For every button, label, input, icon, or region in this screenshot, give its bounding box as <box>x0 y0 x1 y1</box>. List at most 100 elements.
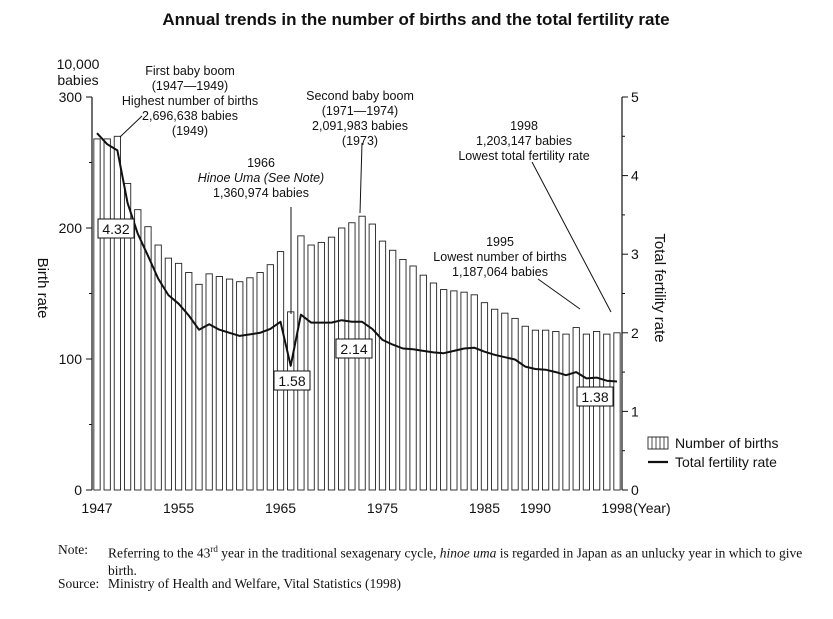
bar <box>287 311 295 491</box>
bar <box>429 282 438 491</box>
bar <box>174 262 183 491</box>
annotation-line: 1,203,147 babies <box>476 134 572 148</box>
left-axis-unit-line2: babies <box>57 72 98 88</box>
right-tick-label: 1 <box>631 403 639 419</box>
bar <box>93 138 101 491</box>
chart: Annual trends in the number of births an… <box>34 10 778 516</box>
x-tick-label: 1985 <box>469 500 500 516</box>
bar <box>613 332 621 491</box>
note-label: Note: <box>58 542 88 557</box>
bar <box>225 278 234 491</box>
left-axis-title: Birth rate <box>34 258 51 319</box>
annotation-line: Second baby boom <box>306 89 414 103</box>
annotation-leader <box>119 115 143 138</box>
bar <box>134 209 142 491</box>
value-label-box <box>273 370 311 391</box>
note-text-pre: Referring to the 43 <box>108 545 211 561</box>
x-tick-label: 1947 <box>81 500 112 516</box>
bar <box>103 138 111 491</box>
bar <box>521 325 529 491</box>
bar <box>266 264 274 491</box>
legend-line-label: Total fertility rate <box>675 454 777 470</box>
annotation-line: 1998 <box>510 119 538 133</box>
bar <box>389 249 397 491</box>
x-tick-label: 1998 <box>601 500 632 516</box>
source-line: Source: Ministry of Health and Welfare, V… <box>58 575 808 592</box>
legend-bar-label: Number of births <box>675 435 778 451</box>
axes: 0 100 200 300 0 1 2 3 4 5 1947 1955 1965 1975 1985 1990… <box>59 89 639 516</box>
bar <box>450 290 458 491</box>
annotation-line: (1947—1949) <box>152 79 228 93</box>
annotation-line: 2,091,983 babies <box>312 119 408 133</box>
bar <box>154 244 162 491</box>
bar <box>480 302 489 491</box>
fertility-line <box>96 132 618 383</box>
annotation-line: Highest number of births <box>122 94 258 108</box>
bar <box>419 274 427 491</box>
bar <box>572 327 580 491</box>
annotation-line: 1966 <box>247 156 275 170</box>
bar <box>399 258 407 491</box>
annotation-line: 1,360,974 babies <box>213 186 309 200</box>
annotation-leader <box>359 142 363 214</box>
annotation-line: (1949) <box>172 124 208 138</box>
bar <box>236 281 244 491</box>
chart-title: Annual trends in the number of births an… <box>162 10 669 29</box>
value-label-box <box>335 338 373 359</box>
bar <box>440 289 448 491</box>
value-label-group: 4.32 1.58 2.14 1.38 <box>97 218 614 407</box>
bar <box>123 183 132 491</box>
left-tick-label: 300 <box>59 89 83 105</box>
bar <box>307 244 315 491</box>
bar <box>491 308 499 491</box>
annotation-line: (1973) <box>342 134 378 148</box>
bar <box>592 331 601 491</box>
bar <box>215 276 223 491</box>
right-tick-label: 2 <box>631 325 639 341</box>
bar <box>582 333 591 491</box>
annotation-line: Lowest total fertility rate <box>458 149 589 163</box>
source-text: Ministry of Health and Welfare, Vital St… <box>108 576 402 591</box>
legend-bar-swatch <box>647 436 669 450</box>
bar <box>501 312 509 491</box>
annotation-line: Lowest number of births <box>433 250 566 264</box>
bar <box>552 331 560 491</box>
bar <box>256 272 264 491</box>
source-label: Source: <box>58 576 100 591</box>
bar <box>195 283 203 491</box>
value-label: 1.38 <box>581 389 608 405</box>
bar <box>470 294 478 491</box>
note-text-post: is regarded in Japan as an unlucky year … <box>108 545 803 578</box>
annotation-line: First baby boom <box>145 64 235 78</box>
bar <box>603 333 611 491</box>
left-axis-unit-line1: 10,000 <box>57 56 100 72</box>
bar <box>338 227 346 491</box>
bar <box>542 329 550 491</box>
bar <box>185 272 193 491</box>
bar <box>297 235 305 491</box>
legend: Number of births Total fertility rate <box>647 435 778 470</box>
annotation-line: (1971—1974) <box>322 104 398 118</box>
x-tick-label: 1975 <box>367 500 398 516</box>
x-tick-label: 1955 <box>163 500 194 516</box>
annotation-leader <box>531 161 612 313</box>
bars-group <box>93 135 621 491</box>
value-label: 1.58 <box>278 373 305 389</box>
bar <box>409 265 417 491</box>
left-tick-label: 100 <box>59 351 83 367</box>
footnote: Note: Referring to the 43rd year in the t… <box>58 541 808 579</box>
value-label: 2.14 <box>340 341 367 357</box>
note-italic: hinoe uma <box>439 545 497 561</box>
bar <box>327 236 336 491</box>
right-tick-label: 4 <box>631 168 639 184</box>
left-tick-label: 200 <box>59 220 83 236</box>
bar <box>460 291 468 491</box>
annotation-line: 1995 <box>486 235 514 249</box>
annotation-leader <box>537 278 581 310</box>
right-tick-label: 0 <box>631 482 639 498</box>
fertility-line-group <box>96 132 618 383</box>
x-tick-label: 1965 <box>265 500 296 516</box>
bar <box>113 135 122 491</box>
bar <box>246 277 254 491</box>
right-tick-label: 3 <box>631 246 639 262</box>
